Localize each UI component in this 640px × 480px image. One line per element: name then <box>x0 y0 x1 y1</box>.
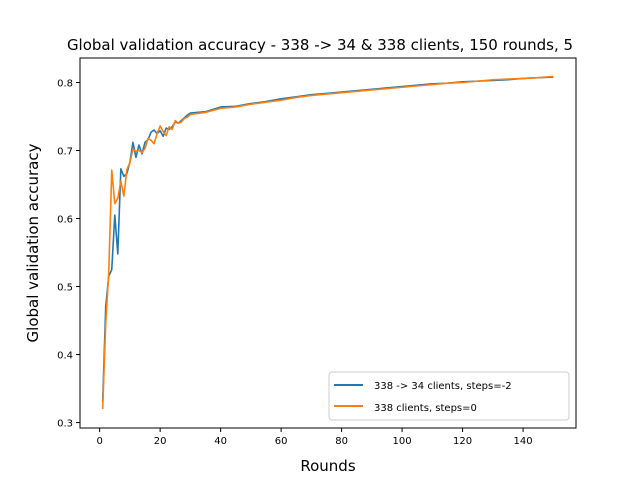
x-tick-label: 20 <box>154 436 167 447</box>
x-tick-label: 60 <box>275 436 288 447</box>
plot-area <box>79 57 577 429</box>
plot-frame <box>79 57 577 429</box>
y-tick-label: 0.7 <box>57 147 73 158</box>
y-tick-label: 0.5 <box>57 283 73 294</box>
series-layer <box>101 75 554 409</box>
y-tick-label: 0.6 <box>57 215 73 226</box>
x-tick-label: 120 <box>453 436 472 447</box>
x-tick-label: 0 <box>96 436 102 447</box>
series-line-2 <box>101 75 554 409</box>
legend-box <box>328 371 570 421</box>
chart-title: Global validation accuracy - 338 -> 34 &… <box>67 36 573 54</box>
x-axis: 0 20 40 60 80 100 120 140 <box>96 428 533 447</box>
y-axis: 0.3 0.4 0.5 0.6 0.7 0.8 <box>57 78 80 430</box>
x-axis-label: Rounds <box>300 457 355 475</box>
y-tick-label: 0.3 <box>57 419 73 430</box>
legend: 338 -> 34 clients, steps=-2 338 clients,… <box>328 371 570 421</box>
y-axis-label: Global validation accuracy <box>24 143 42 342</box>
legend-label-series-2: 338 clients, steps=0 <box>374 403 477 414</box>
x-tick-label: 140 <box>514 436 533 447</box>
x-tick-label: 100 <box>393 436 412 447</box>
x-tick-label: 40 <box>214 436 227 447</box>
legend-label-series-1: 338 -> 34 clients, steps=-2 <box>374 381 512 392</box>
y-tick-label: 0.4 <box>57 351 73 362</box>
y-tick-label: 0.8 <box>57 78 73 89</box>
x-tick-label: 80 <box>335 436 348 447</box>
